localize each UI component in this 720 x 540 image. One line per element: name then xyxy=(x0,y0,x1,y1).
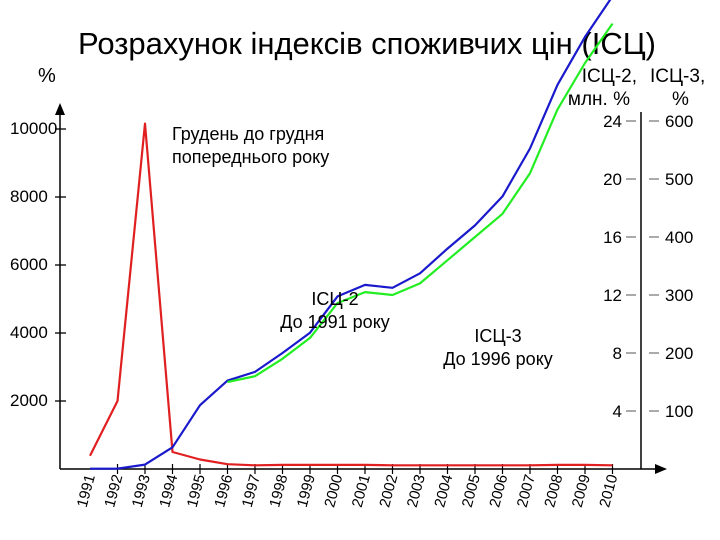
series-line-green xyxy=(227,22,614,384)
x-axis-tick-label: 2007 xyxy=(514,473,539,510)
annotation-green: До 1996 року xyxy=(443,349,553,369)
x-axis-tick-label: 2010 xyxy=(596,473,621,510)
isc3-axis-tick-label: 400 xyxy=(665,228,693,247)
left-axis-tick-label: 6000 xyxy=(10,255,48,274)
x-axis-tick-label: 1991 xyxy=(74,473,99,510)
isc3-axis-label: % xyxy=(672,89,689,110)
x-axis-tick-label: 1999 xyxy=(294,473,319,510)
isc2-axis-label: ІСЦ-2, xyxy=(582,66,637,87)
series-line-blue xyxy=(89,0,612,470)
isc3-axis-tick-label: 300 xyxy=(665,286,693,305)
x-axis-arrow xyxy=(655,464,667,474)
left-axis-tick-label: 10000 xyxy=(10,119,57,138)
isc2-axis-tick-label: 12 xyxy=(603,286,622,305)
x-axis-tick-label: 1993 xyxy=(129,473,154,510)
annotation-red: попереднього року xyxy=(172,147,329,167)
left-axis-label: % xyxy=(38,65,56,87)
isc3-axis-tick-label: 500 xyxy=(665,170,693,189)
annotation-red: Грудень до грудня xyxy=(172,124,324,144)
x-axis-tick-label: 2008 xyxy=(541,473,566,510)
isc3-axis-tick-label: 200 xyxy=(665,344,693,363)
isc2-axis-tick-label: 20 xyxy=(603,170,622,189)
isc2-axis-label: млн. % xyxy=(568,89,630,110)
x-axis-tick-label: 1995 xyxy=(184,473,209,510)
x-axis-tick-label: 1994 xyxy=(156,473,181,510)
annotation-blue: До 1991 року xyxy=(280,312,390,332)
x-axis-tick-label: 2002 xyxy=(376,473,401,510)
isc3-axis-label: ІСЦ-3, xyxy=(650,66,705,87)
left-axis-tick-label: 8000 xyxy=(10,187,48,206)
x-axis-tick-label: 2004 xyxy=(431,473,456,510)
x-axis-tick-label: 2006 xyxy=(486,473,511,510)
x-axis-tick-label: 1997 xyxy=(239,473,264,510)
x-axis-tick-label: 2005 xyxy=(459,473,484,510)
x-axis-tick-label: 1996 xyxy=(211,473,236,510)
labels: % 2000 4000 6000 8000 10000 4 8 12 16 20 24 100 200 30… xyxy=(10,65,705,509)
x-axis-tick-label: 1998 xyxy=(266,473,291,510)
axes xyxy=(55,103,667,474)
annotation-green: ІСЦ-3 xyxy=(474,326,521,346)
x-axis-tick-label: 1992 xyxy=(101,473,126,510)
x-axis-tick-label: 2009 xyxy=(569,473,594,510)
isc2-axis-tick-label: 24 xyxy=(603,112,622,131)
annotation-blue: ІСЦ-2 xyxy=(311,289,358,309)
x-axis-tick-label: 2001 xyxy=(349,473,374,510)
series-lines xyxy=(89,0,614,470)
series-line-red xyxy=(89,122,613,467)
isc3-axis-tick-label: 100 xyxy=(665,402,693,421)
isc2-axis-tick-label: 16 xyxy=(603,228,622,247)
left-axis-arrow xyxy=(55,103,65,115)
isc3-axis-tick-label: 600 xyxy=(665,112,693,131)
left-axis-tick-label: 2000 xyxy=(10,391,48,410)
x-axis-tick-label: 2000 xyxy=(321,473,346,510)
x-axis-tick-label: 2003 xyxy=(404,473,429,510)
isc2-axis-tick-label: 8 xyxy=(613,344,622,363)
chart-title: Розрахунок індексів споживчих цін (ІСЦ) xyxy=(78,26,656,61)
left-axis-tick-label: 4000 xyxy=(10,323,48,342)
isc2-axis-tick-label: 4 xyxy=(613,402,622,421)
